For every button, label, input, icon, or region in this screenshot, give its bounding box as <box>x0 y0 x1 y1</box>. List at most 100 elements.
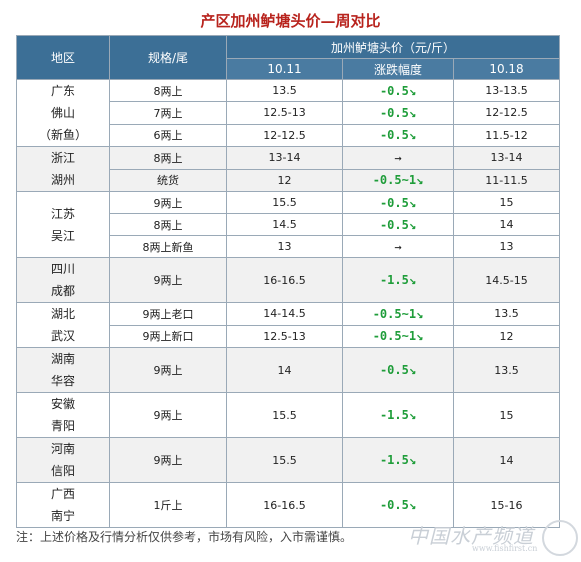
change-cell: -1.5↘ <box>342 392 454 438</box>
price-10-11-cell: 15.5 <box>226 191 343 214</box>
region-line: 青阳 <box>50 419 75 433</box>
change-cell: -1.5↘ <box>342 437 454 483</box>
region-line: 河南 <box>50 442 75 456</box>
region-line: 南宁 <box>50 509 75 523</box>
table-row: 江苏 吴江 9两上 15.5 -0.5↘ 15 <box>16 191 561 258</box>
price-10-11-cell: 14.5 <box>226 213 343 236</box>
change-cell: → <box>342 235 454 258</box>
price-10-18-cell: 13-14 <box>452 146 561 170</box>
price-10-18-cell: 15-16 <box>452 482 561 528</box>
price-10-18-cell: 12 <box>452 324 561 348</box>
table-row: 湖北 武汉 9两上老口 14-14.5 -0.5~1↘ 13.5 <box>16 302 561 348</box>
region-cell: 广西 南宁 <box>16 482 110 528</box>
region-line: 吴江 <box>50 228 75 243</box>
header-change: 涨跌幅度 <box>342 58 454 80</box>
region-cell: 湖北 武汉 <box>16 302 110 348</box>
spec-cell: 8两上 <box>109 146 227 170</box>
region-cell: 浙江 湖州 <box>16 146 110 192</box>
spec-cell: 9两上 <box>109 392 227 438</box>
table-row: 7两上 12.5-13 -0.5↘ 12-12.5 <box>16 101 561 125</box>
change-cell: -0.5↘ <box>342 482 454 528</box>
change-cell: -0.5~1↘ <box>342 168 454 192</box>
spec-cell: 6两上 <box>109 123 227 148</box>
watermark-url: www.fishfirst.cn <box>472 544 538 553</box>
change-cell: -0.5↘ <box>342 123 454 148</box>
change-cell: -1.5↘ <box>342 257 454 303</box>
change-cell: -0.5~1↘ <box>342 302 454 326</box>
price-10-18-cell: 14 <box>452 213 561 236</box>
spec-cell: 8两上新鱼 <box>109 235 227 258</box>
table-row: 统货 12 -0.5~1↘ 11-11.5 <box>16 168 561 192</box>
region-line: （新鱼） <box>38 128 87 142</box>
price-10-11-cell: 15.5 <box>226 392 343 438</box>
price-10-11-cell: 14-14.5 <box>226 302 343 326</box>
price-10-18-cell: 13 <box>452 235 561 258</box>
region-line: 湖北 <box>50 307 75 321</box>
spec-cell: 9两上 <box>109 437 227 483</box>
price-10-18-cell: 11.5-12 <box>452 123 561 148</box>
spec-cell: 1斤上 <box>109 482 227 528</box>
change-cell: → <box>342 146 454 170</box>
region-line: 信阳 <box>50 464 75 478</box>
price-10-11-cell: 13 <box>226 235 343 258</box>
change-cell: -0.5↘ <box>342 213 454 236</box>
region-line: 武汉 <box>50 329 75 343</box>
region-line: 浙江 <box>50 151 75 165</box>
table-row: 浙江 湖州 8两上 13-14 → 13-14 <box>16 146 561 192</box>
header-date-2: 10.18 <box>452 58 561 80</box>
fish-emblem-icon <box>542 520 578 556</box>
watermark-logo: 中国水产频道 www.fishfirst.cn <box>408 520 578 556</box>
region-cell: 安徽 青阳 <box>16 392 110 438</box>
region-cell: 湖南 华容 <box>16 347 110 393</box>
spec-cell: 9两上 <box>109 347 227 393</box>
price-10-18-cell: 13.5 <box>452 347 561 393</box>
price-10-18-cell: 15 <box>452 191 561 214</box>
table-row: 安徽 青阳 9两上 15.5 -1.5↘ 15 <box>16 392 561 438</box>
change-cell: -0.5↘ <box>342 101 454 125</box>
price-10-11-cell: 12 <box>226 168 343 192</box>
header-date-1: 10.11 <box>226 58 343 80</box>
price-10-18-cell: 13.5 <box>452 302 561 326</box>
change-cell: -0.5~1↘ <box>342 324 454 348</box>
region-line: 安徽 <box>50 397 75 411</box>
table-title: 产区加州鲈塘头价—周对比 <box>200 12 381 30</box>
price-10-11-cell: 12.5-13 <box>226 101 343 125</box>
price-10-11-cell: 16-16.5 <box>226 482 343 528</box>
price-10-18-cell: 13-13.5 <box>452 78 561 103</box>
price-10-11-cell: 12.5-13 <box>226 324 343 348</box>
table-row: 8两上新鱼 13 → 13 <box>16 235 561 258</box>
spec-cell: 统货 <box>109 168 227 192</box>
change-cell: -0.5↘ <box>342 78 454 103</box>
watermark-brand: 中国水产频道 <box>408 524 534 548</box>
spec-cell: 9两上老口 <box>109 302 227 326</box>
table-body: 广东 佛山 （新鱼） 8两上 13.5 -0.5↘ 13-13.5 7两上 12.5-13 -0.… <box>16 78 561 528</box>
region-cell: 广东佛山 （新鱼） <box>16 79 110 147</box>
spec-cell: 9两上 <box>109 257 227 303</box>
region-line: 佛山 <box>50 106 75 120</box>
region-line: 湖南 <box>50 352 75 366</box>
spec-cell: 8两上 <box>109 213 227 236</box>
region-line: 华容 <box>50 374 75 388</box>
table-row: 9两上新口 12.5-13 -0.5~1↘ 12 <box>16 324 561 348</box>
table-row: 湖南 华容 9两上 14 -0.5↘ 13.5 <box>16 347 561 393</box>
price-10-11-cell: 13-14 <box>226 146 343 170</box>
header-price-group: 加州鲈塘头价（元/斤） <box>225 35 561 59</box>
region-line: 广东 <box>50 84 75 98</box>
header-region: 地区 <box>16 35 110 80</box>
table-row: 四川 成都 9两上 16-16.5 -1.5↘ 14.5-15 <box>16 257 561 303</box>
change-cell: -0.5↘ <box>342 191 454 214</box>
change-cell: -0.5↘ <box>342 347 454 393</box>
price-10-18-cell: 11-11.5 <box>452 168 561 192</box>
price-10-18-cell: 14 <box>452 437 561 483</box>
price-table: 地区 规格/尾 加州鲈塘头价（元/斤） 10.11 涨跌幅度 10.18 广东佛… <box>16 35 561 528</box>
price-10-11-cell: 14 <box>226 347 343 393</box>
price-10-11-cell: 13.5 <box>226 78 343 103</box>
price-10-18-cell: 12-12.5 <box>452 101 561 125</box>
spec-cell: 9两上新口 <box>109 324 227 348</box>
spec-cell: 7两上 <box>109 101 227 125</box>
price-10-11-cell: 12-12.5 <box>226 123 343 148</box>
table-row: 广东 佛山 （新鱼） 8两上 13.5 -0.5↘ 13-13.5 <box>16 78 561 147</box>
price-10-18-cell: 14.5-15 <box>452 257 561 303</box>
price-10-11-cell: 15.5 <box>226 437 343 483</box>
table-row: 6两上 12-12.5 -0.5↘ 11.5-12 <box>16 123 561 148</box>
